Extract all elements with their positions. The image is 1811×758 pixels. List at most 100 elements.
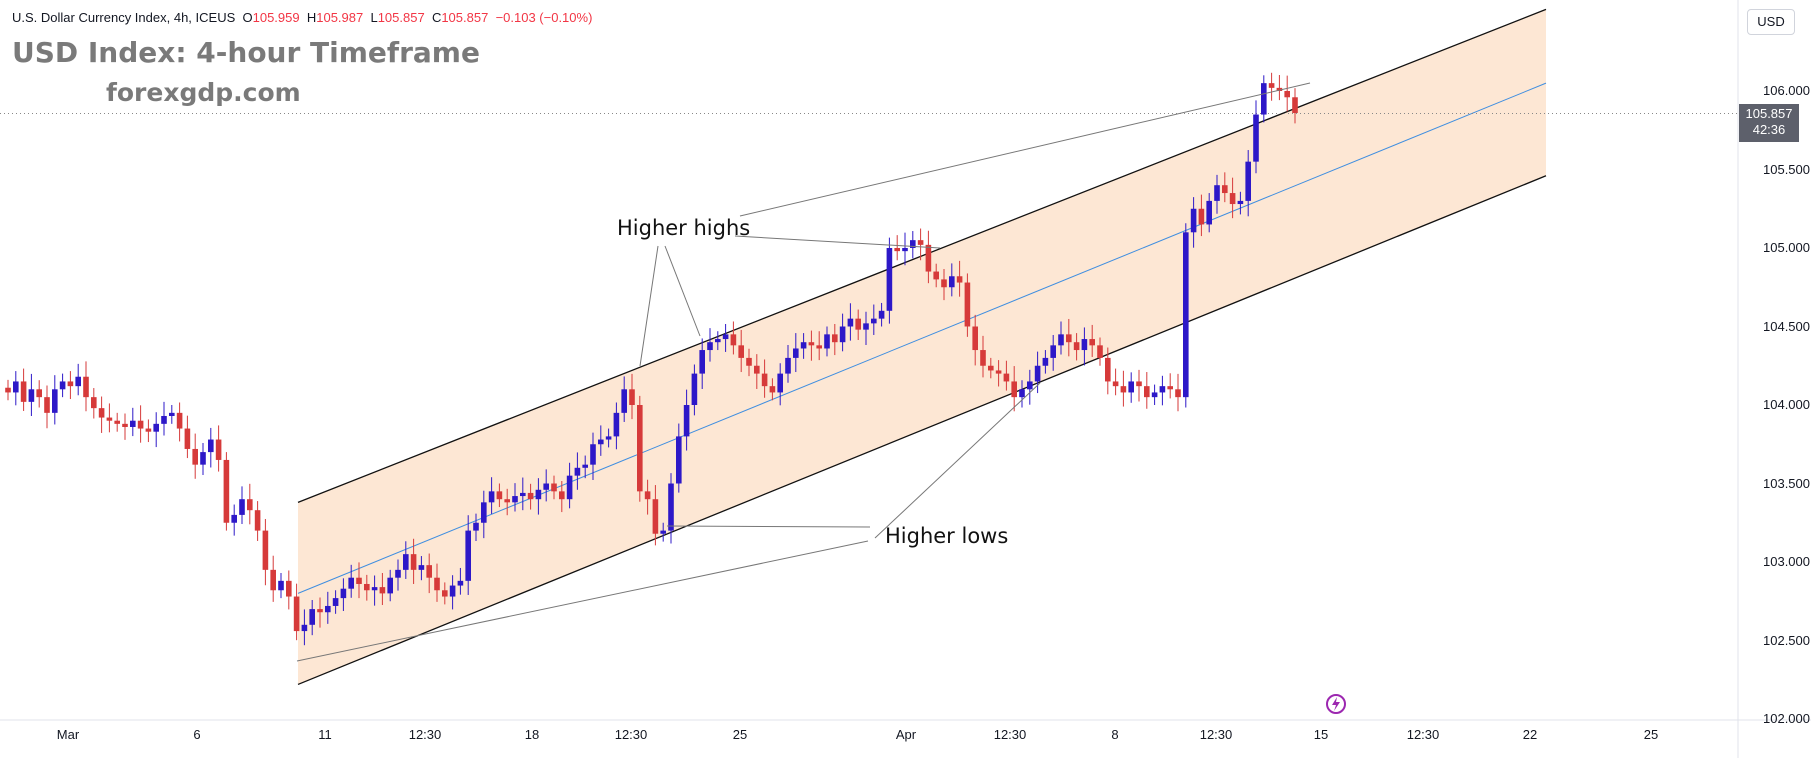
candle-body xyxy=(1253,114,1259,162)
candle-body xyxy=(1105,357,1111,382)
candle-body xyxy=(418,565,425,570)
candle-body xyxy=(1214,185,1220,201)
candle-body xyxy=(855,318,861,330)
candle-body xyxy=(254,510,261,531)
time-tick-label: 12:30 xyxy=(993,727,1027,742)
candle-body xyxy=(1229,193,1236,205)
candle-body xyxy=(574,467,581,476)
time-tick-label: 18 xyxy=(524,727,540,742)
candle-body xyxy=(192,448,198,465)
candle-body xyxy=(1268,83,1275,88)
candle-body xyxy=(465,530,471,581)
candle-body xyxy=(1245,161,1251,201)
candle-body xyxy=(5,387,11,393)
close-label: C xyxy=(431,10,442,25)
candle-body xyxy=(504,499,510,503)
candle-body xyxy=(941,279,947,288)
time-tick-label: 8 xyxy=(1111,727,1119,742)
candle-body xyxy=(676,436,682,484)
currency-button[interactable]: USD xyxy=(1747,9,1795,35)
current-price-value: 105.857 xyxy=(1745,106,1793,121)
higher-highs-label: Higher highs xyxy=(617,216,751,240)
candle-body xyxy=(754,365,760,374)
candle-body xyxy=(403,554,409,570)
candle-body xyxy=(839,326,846,343)
candle-body xyxy=(457,580,464,586)
candle-body xyxy=(1237,200,1244,205)
high-value: 105.987 xyxy=(316,10,364,25)
candle-body xyxy=(637,405,643,492)
candle-body xyxy=(317,609,323,613)
bar-countdown: 42:36 xyxy=(1752,122,1786,137)
candle-body xyxy=(582,464,588,468)
time-tick-label: 12:30 xyxy=(408,727,442,742)
candle-body xyxy=(816,345,822,349)
candle-body xyxy=(777,373,783,393)
price-tick-label: 103.000 xyxy=(1763,554,1810,569)
candle-body xyxy=(535,489,542,500)
candle-body xyxy=(153,423,159,432)
price-tick-label: 102.000 xyxy=(1763,711,1810,726)
symbol-name[interactable]: U.S. Dollar Currency Index, 4h, ICEUS xyxy=(12,10,236,25)
candle-body xyxy=(629,389,635,405)
candle-body xyxy=(215,439,222,460)
time-tick-label: 12:30 xyxy=(614,727,648,742)
candle-body xyxy=(379,587,386,594)
candle-body xyxy=(98,408,105,418)
candle-body xyxy=(668,483,674,531)
price-tick-label: 105.000 xyxy=(1763,240,1810,255)
annotation-pointer xyxy=(874,382,1041,539)
annotation-pointer xyxy=(666,525,871,528)
candle-body xyxy=(1081,339,1088,351)
candle-body xyxy=(278,580,284,591)
candle-body xyxy=(925,244,932,272)
candle-body xyxy=(878,310,885,319)
candle-body xyxy=(1190,208,1197,233)
time-tick-label: 11 xyxy=(318,727,332,742)
candle-body xyxy=(683,405,690,437)
candle-body xyxy=(67,381,74,387)
candle-body xyxy=(769,386,776,393)
candle-body xyxy=(75,376,81,387)
candle-body xyxy=(613,412,620,437)
candle-body xyxy=(449,585,456,597)
candle-body xyxy=(847,318,854,327)
candle-body xyxy=(91,397,97,409)
candle-body xyxy=(52,389,58,413)
channel-mid-line xyxy=(297,82,1547,594)
candle-body xyxy=(644,491,651,500)
candle-body xyxy=(247,499,253,511)
candle-body xyxy=(1019,389,1025,398)
candle-body xyxy=(122,423,128,427)
candle-body xyxy=(496,491,503,500)
candle-body xyxy=(301,624,308,632)
channel-lower-line xyxy=(297,175,1547,686)
candle-body xyxy=(910,240,916,248)
open-label: O xyxy=(242,10,253,25)
candle-body xyxy=(13,381,19,393)
candle-body xyxy=(1175,389,1181,398)
candle-body xyxy=(512,496,518,503)
annotation-pointer xyxy=(296,540,869,662)
change-value: −0.103 (−0.10%) xyxy=(495,10,593,25)
candle-body xyxy=(169,412,175,416)
candle-body xyxy=(699,350,705,374)
candle-body xyxy=(28,389,35,402)
channel-fill xyxy=(298,9,1546,685)
candle-body xyxy=(371,587,378,591)
high-label: H xyxy=(306,10,317,25)
candle-body xyxy=(808,342,815,346)
candle-body xyxy=(605,436,612,440)
candle-body xyxy=(59,381,66,390)
candle-body xyxy=(660,530,666,534)
candle-body xyxy=(137,420,144,429)
candle-body xyxy=(730,334,737,346)
candle-body xyxy=(223,459,230,523)
time-tick-label: 15 xyxy=(1313,727,1329,742)
candle-body xyxy=(1198,208,1205,225)
annotation-pointer xyxy=(639,245,659,367)
candle-body xyxy=(286,580,292,597)
current-price-label: 105.857 42:36 xyxy=(1739,104,1799,142)
lightning-icon[interactable] xyxy=(1325,693,1347,715)
